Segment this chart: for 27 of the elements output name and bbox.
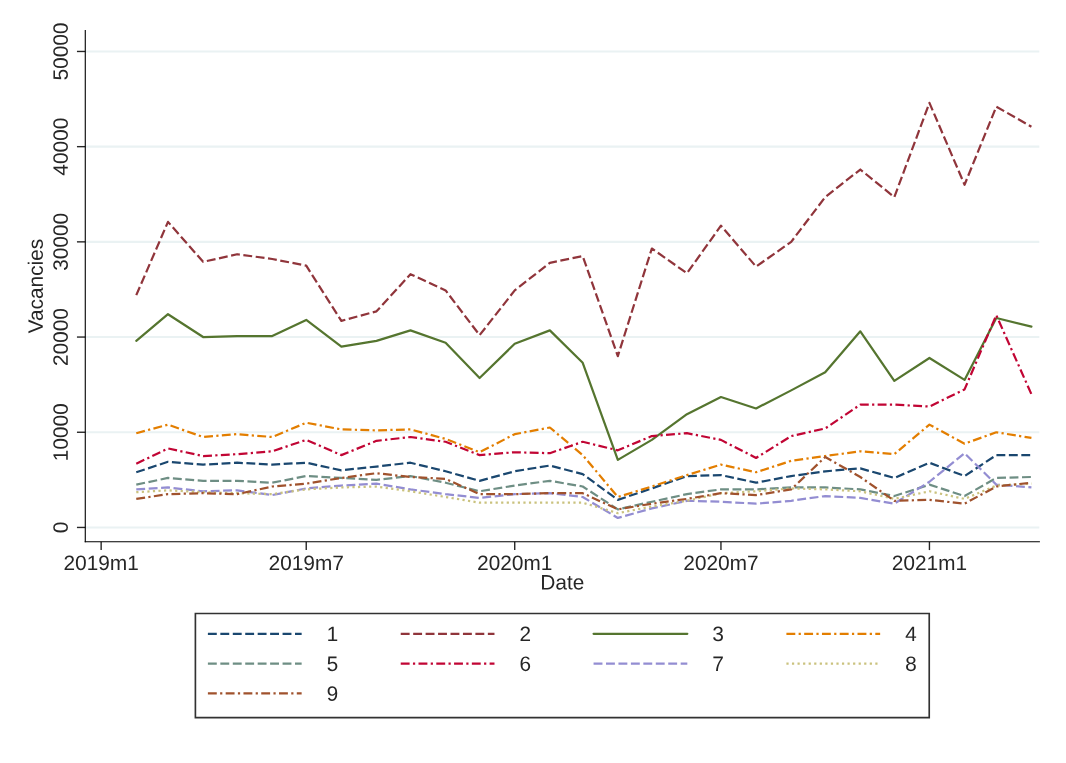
x-tick-label: 2020m7 — [684, 555, 758, 571]
y-tick-label: 0 — [53, 522, 68, 533]
legend-label: 5 — [327, 656, 338, 672]
x-axis-title: Date — [542, 575, 584, 590]
legend-label: 1 — [328, 626, 338, 642]
x-tick-label: 2021m1 — [892, 555, 967, 571]
legend-label: 6 — [520, 656, 531, 672]
legend-label: 4 — [905, 626, 917, 642]
y-axis-title: Vacancies — [27, 239, 43, 334]
legend-label: 9 — [327, 686, 338, 701]
x-tick-label: 2019m1 — [64, 555, 138, 571]
line-series — [135, 453, 1033, 501]
legend-label: 7 — [713, 656, 723, 671]
y-tick-label: 20000 — [53, 308, 68, 365]
y-tick-label: 40000 — [53, 118, 68, 176]
y-tick-label: 10000 — [53, 404, 68, 460]
x-tick-label: 2020m1 — [478, 555, 552, 571]
line-series — [135, 101, 1033, 358]
x-tick-label: 2019m7 — [269, 555, 343, 571]
y-tick-label: 50000 — [53, 23, 68, 80]
line-series — [135, 421, 1033, 499]
line-series — [135, 474, 1033, 511]
legend-label: 2 — [520, 626, 531, 642]
legend-label: 8 — [906, 656, 916, 672]
legend-label: 3 — [713, 626, 723, 642]
line-series — [135, 452, 1033, 520]
y-tick-label: 30000 — [53, 213, 68, 271]
